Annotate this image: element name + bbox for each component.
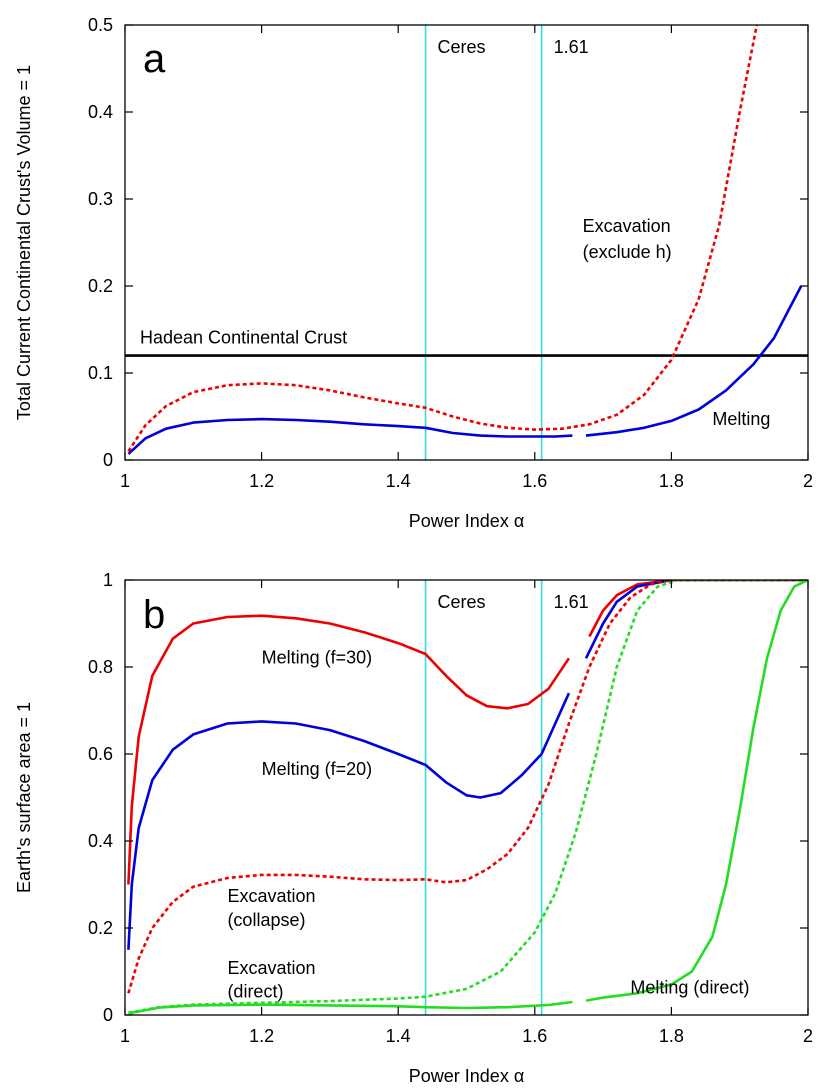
y-axis-title: Total Current Continental Crust's Volume… <box>14 65 34 420</box>
ytick-label-3: 0.3 <box>88 189 113 209</box>
hline-label-0: Hadean Continental Crust <box>140 328 347 348</box>
xtick-label-3: 1.6 <box>522 1026 547 1046</box>
plot-frame <box>124 579 809 1016</box>
annotation-6: Melting (direct) <box>630 977 749 997</box>
ytick-label-4: 0.4 <box>88 102 113 122</box>
series-0-segment-1 <box>588 580 808 638</box>
panel-b: Ceres 1.61 0 0.2 0.4 0.6 0.8 1 1 1.2 1.4 1.6 1.8 2 Pow… <box>14 570 813 1086</box>
series-1-segment-1 <box>585 285 803 437</box>
series-1-segment-0 <box>127 692 571 950</box>
series-0-segment-0 <box>127 25 759 453</box>
ytick-label-0: 0 <box>103 1005 113 1025</box>
series-4-segment-0 <box>128 1000 573 1015</box>
ytick-label-1: 0.2 <box>88 918 113 938</box>
annotation-4: Excavation <box>227 958 315 978</box>
series-1-segment-0 <box>127 417 573 455</box>
ytick-label-3: 0.6 <box>88 744 113 764</box>
x-axis-title: Power Index α <box>409 1066 524 1086</box>
ytick-label-5: 1 <box>103 570 113 590</box>
xtick-label-4: 1.8 <box>659 471 684 491</box>
xtick-label-1: 1.2 <box>249 1026 274 1046</box>
xtick-label-0: 1 <box>120 1026 130 1046</box>
panel-letter: b <box>143 593 165 637</box>
xtick-label-5: 2 <box>803 471 813 491</box>
series-0-segment-0 <box>127 614 570 885</box>
vline-label-1: 1.61 <box>554 37 589 57</box>
ytick-label-4: 0.8 <box>88 657 113 677</box>
ytick-label-2: 0.2 <box>88 276 113 296</box>
xtick-label-0: 1 <box>120 471 130 491</box>
annotation-2: Melting <box>712 409 770 429</box>
ytick-label-2: 0.4 <box>88 831 113 851</box>
series-2-segment-0 <box>127 580 808 994</box>
panel-letter: a <box>143 37 166 81</box>
annotation-0: Melting (f=30) <box>262 648 373 668</box>
xtick-label-2: 1.4 <box>386 471 411 491</box>
ytick-label-5: 0.5 <box>88 15 113 35</box>
x-axis-title: Power Index α <box>409 511 524 531</box>
series-1-segment-1 <box>584 580 808 659</box>
vline-label-0: Ceres <box>438 37 486 57</box>
plot-frame <box>124 24 809 461</box>
vline-label-0: Ceres <box>438 592 486 612</box>
annotation-0: Excavation <box>583 216 671 236</box>
xtick-label-2: 1.4 <box>386 1026 411 1046</box>
annotation-1: (exclude h) <box>583 242 672 262</box>
annotation-5: (direct) <box>227 982 283 1002</box>
annotation-3: (collapse) <box>227 910 305 930</box>
xtick-label-1: 1.2 <box>249 471 274 491</box>
xtick-label-5: 2 <box>803 1026 813 1046</box>
series-4-segment-1 <box>585 580 808 1002</box>
annotation-2: Excavation <box>227 886 315 906</box>
annotation-1: Melting (f=20) <box>262 759 373 779</box>
series-3-segment-0 <box>128 580 808 1015</box>
xtick-label-3: 1.6 <box>522 471 547 491</box>
ytick-label-0: 0 <box>103 450 113 470</box>
ytick-label-1: 0.1 <box>88 363 113 383</box>
xtick-label-4: 1.8 <box>659 1026 684 1046</box>
vline-label-1: 1.61 <box>554 592 589 612</box>
y-axis-title: Earth's surface area = 1 <box>14 702 34 893</box>
